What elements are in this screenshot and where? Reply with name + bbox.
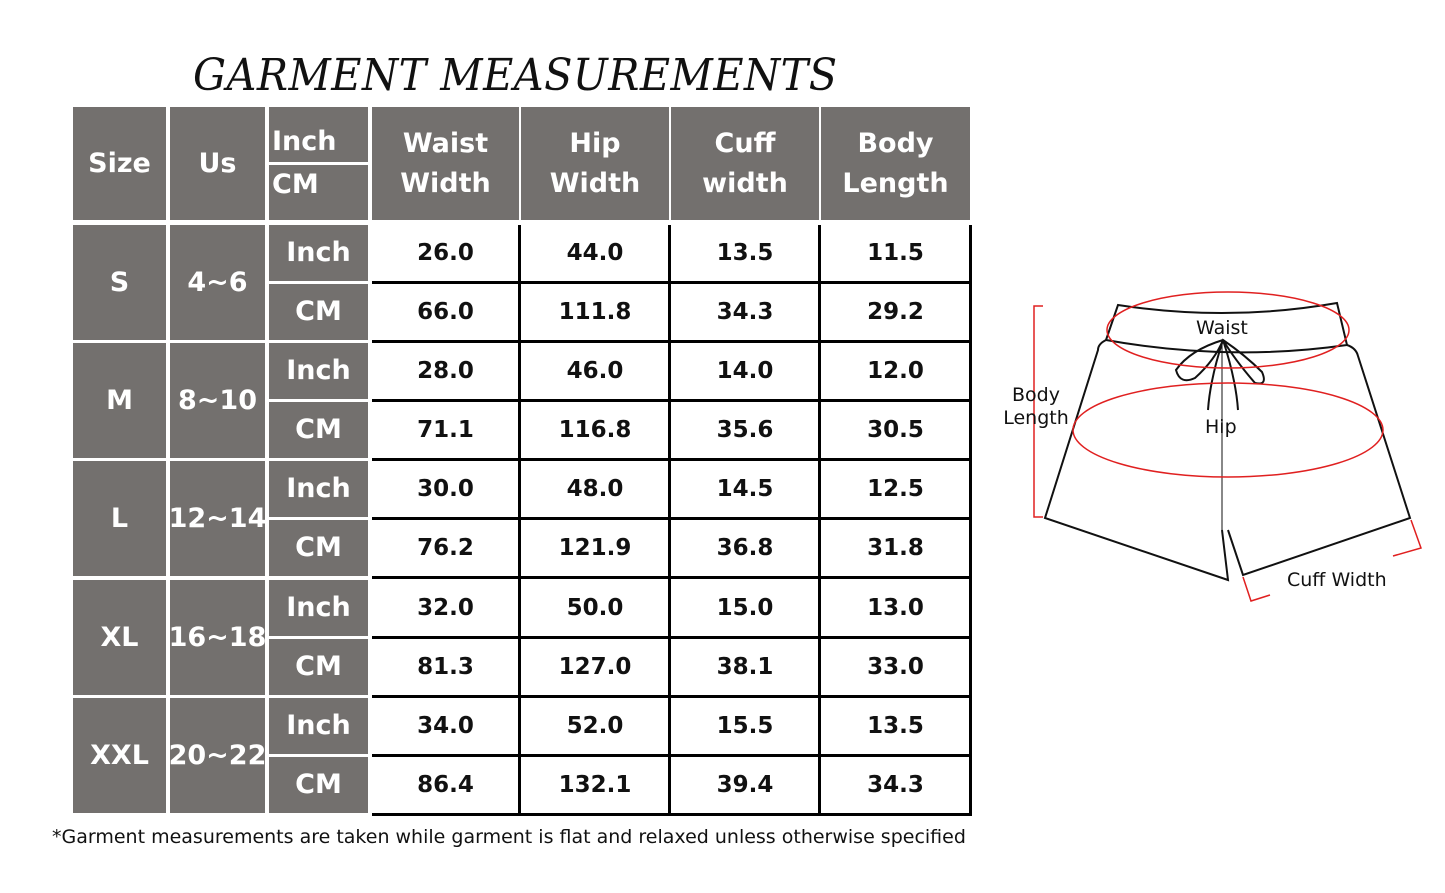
unit-cell-cm: CM [269, 402, 368, 458]
right-leg [1227, 344, 1412, 577]
footnote: *Garment measurements are taken while ga… [52, 826, 966, 848]
row-divider [372, 340, 972, 343]
value-cell: 46.0 [521, 343, 669, 399]
unit-cell-cm: CM [269, 757, 368, 813]
value-cell: 30.0 [372, 461, 519, 517]
size-cell: XL [73, 580, 166, 695]
left-leg [1043, 339, 1230, 582]
value-cell: 14.0 [671, 343, 819, 399]
value-cell: 36.8 [671, 520, 819, 576]
unit-cell-inch: Inch [269, 343, 368, 399]
cuff-width-bracket [1242, 519, 1422, 602]
value-cell: 44.0 [521, 225, 669, 281]
header-column: Cuff width [671, 107, 819, 220]
value-cell: 13.5 [671, 225, 819, 281]
unit-cell-cm: CM [269, 639, 368, 695]
us-size-cell: 16~18 [169, 580, 266, 695]
row-divider [372, 517, 972, 520]
row-divider [372, 636, 972, 639]
waist-label: Waist [1196, 317, 1248, 339]
value-cell: 35.6 [671, 402, 819, 458]
value-cell: 71.1 [372, 402, 519, 458]
value-cell: 15.5 [671, 698, 819, 754]
header-column: Hip Width [521, 107, 669, 220]
column-divider [668, 225, 671, 815]
unit-cell-cm: CM [269, 284, 368, 340]
us-size-cell: 20~22 [169, 698, 266, 813]
value-cell: 13.5 [821, 698, 970, 754]
unit-cell-inch: Inch [269, 225, 368, 281]
us-size-cell: 12~14 [169, 461, 266, 576]
header-size: Size [73, 107, 166, 220]
row-divider [372, 813, 972, 816]
value-cell: 13.0 [821, 580, 970, 636]
column-divider [969, 225, 972, 815]
size-cell: XXL [73, 698, 166, 813]
value-cell: 48.0 [521, 461, 669, 517]
value-cell: 86.4 [372, 757, 519, 813]
row-divider [372, 458, 972, 461]
value-cell: 30.5 [821, 402, 970, 458]
value-cell: 34.0 [372, 698, 519, 754]
row-divider [372, 281, 972, 284]
unit-cell-inch: Inch [269, 698, 368, 754]
value-cell: 132.1 [521, 757, 669, 813]
value-cell: 34.3 [671, 284, 819, 340]
value-cell: 12.0 [821, 343, 970, 399]
value-cell: 52.0 [521, 698, 669, 754]
value-cell: 116.8 [521, 402, 669, 458]
column-divider [518, 225, 521, 815]
us-size-cell: 4~6 [170, 225, 265, 340]
header-us: Us [170, 107, 265, 220]
hip-measure-ellipse [1072, 382, 1384, 478]
row-divider [372, 576, 972, 579]
unit-cell-inch: Inch [269, 461, 368, 517]
header-unit-inch: Inch [269, 107, 368, 162]
size-cell: M [73, 343, 166, 458]
waistband [1104, 301, 1349, 354]
value-cell: 32.0 [372, 580, 519, 636]
value-cell: 39.4 [671, 757, 819, 813]
value-cell: 50.0 [521, 580, 669, 636]
unit-cell-cm: CM [269, 520, 368, 576]
value-cell: 26.0 [372, 225, 519, 281]
body-length-bracket [1033, 305, 1043, 518]
value-cell: 81.3 [372, 639, 519, 695]
value-cell: 15.0 [671, 580, 819, 636]
value-cell: 11.5 [821, 225, 970, 281]
body-length-label: Body Length [1003, 384, 1069, 429]
value-cell: 121.9 [521, 520, 669, 576]
value-cell: 34.3 [821, 757, 970, 813]
value-cell: 127.0 [521, 639, 669, 695]
us-size-cell: 8~10 [170, 343, 265, 458]
value-cell: 66.0 [372, 284, 519, 340]
value-cell: 33.0 [821, 639, 970, 695]
cuff-width-label: Cuff Width [1287, 569, 1387, 591]
value-cell: 111.8 [521, 284, 669, 340]
hip-label: Hip [1205, 416, 1237, 438]
value-cell: 38.1 [671, 639, 819, 695]
header-column: Waist Width [372, 107, 519, 220]
header-unit-cm: CM [269, 165, 368, 220]
value-cell: 14.5 [671, 461, 819, 517]
value-cell: 29.2 [821, 284, 970, 340]
value-cell: 76.2 [372, 520, 519, 576]
row-divider [372, 754, 972, 757]
waist-measure-ellipse [1106, 291, 1350, 369]
row-divider [372, 399, 972, 402]
unit-cell-inch: Inch [269, 580, 368, 636]
value-cell: 12.5 [821, 461, 970, 517]
row-divider [372, 695, 972, 698]
size-cell: S [73, 225, 166, 340]
value-cell: 28.0 [372, 343, 519, 399]
column-divider [818, 225, 821, 815]
value-cell: 31.8 [821, 520, 970, 576]
size-cell: L [73, 461, 166, 576]
header-column: Body Length [821, 107, 970, 220]
page-title: GARMENT MEASUREMENTS [193, 50, 838, 101]
